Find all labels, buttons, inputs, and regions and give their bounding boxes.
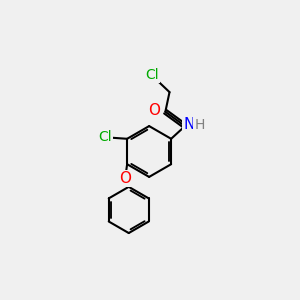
- Text: H: H: [194, 118, 205, 132]
- Text: Cl: Cl: [99, 130, 112, 144]
- Text: N: N: [184, 117, 195, 132]
- Text: Cl: Cl: [145, 68, 159, 82]
- Text: O: O: [148, 103, 160, 118]
- Text: O: O: [119, 171, 131, 186]
